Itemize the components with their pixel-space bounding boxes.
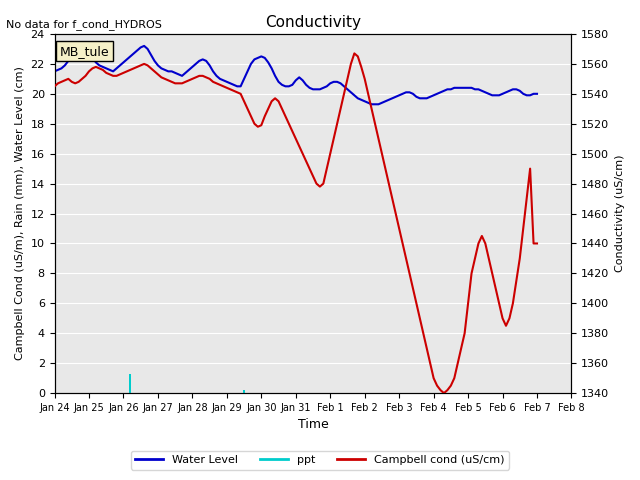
Bar: [129, 373, 131, 393]
Text: No data for f_cond_HYDROS: No data for f_cond_HYDROS: [6, 19, 163, 30]
Y-axis label: Conductivity (uS/cm): Conductivity (uS/cm): [615, 155, 625, 272]
X-axis label: Time: Time: [298, 419, 328, 432]
Y-axis label: Campbell Cond (uS/m), Rain (mm), Water Level (cm): Campbell Cond (uS/m), Rain (mm), Water L…: [15, 67, 25, 360]
Bar: [243, 390, 245, 393]
Legend: Water Level, ppt, Campbell cond (uS/cm): Water Level, ppt, Campbell cond (uS/cm): [131, 451, 509, 469]
Text: MB_tule: MB_tule: [60, 45, 109, 58]
Title: Conductivity: Conductivity: [265, 15, 361, 30]
